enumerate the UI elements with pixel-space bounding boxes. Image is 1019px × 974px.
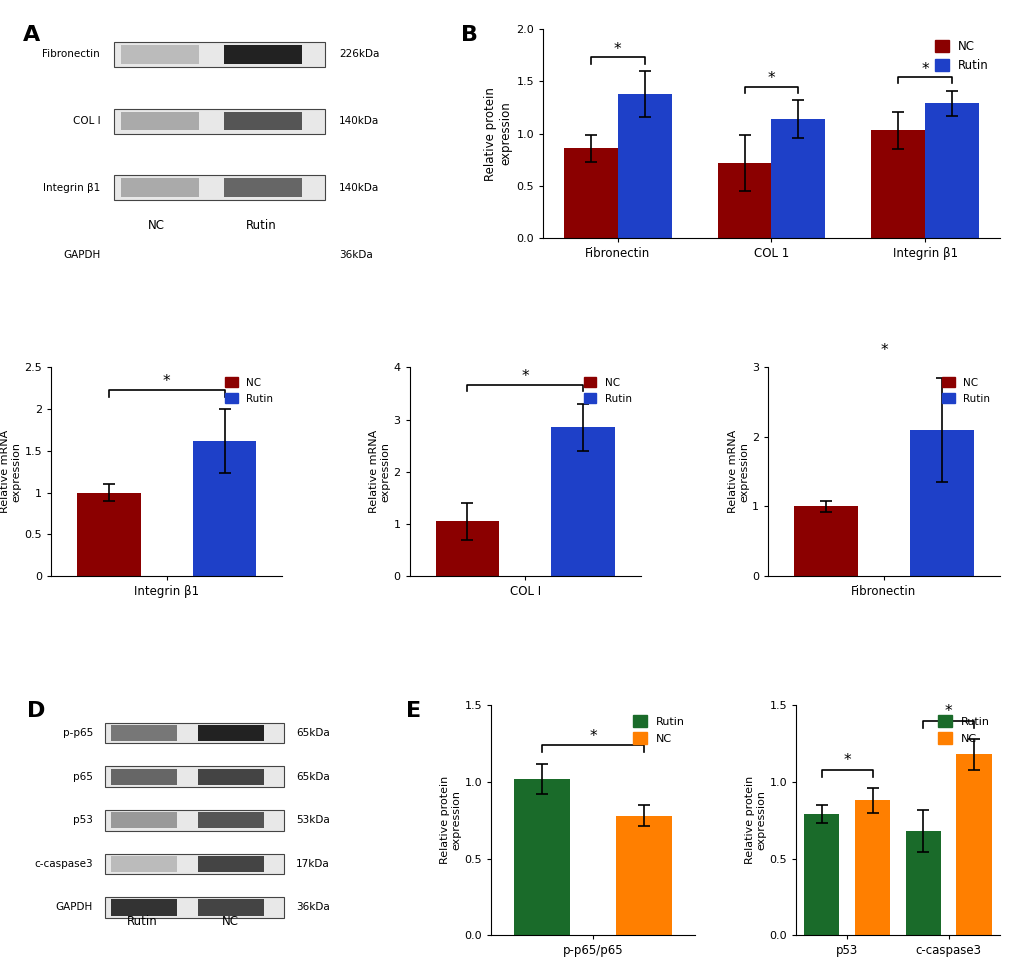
Bar bbox=[770, 119, 824, 238]
Bar bbox=[223, 178, 302, 197]
Bar bbox=[198, 899, 264, 916]
Bar bbox=[111, 725, 177, 741]
Bar bbox=[114, 42, 324, 67]
Y-axis label: Relative protein
expression: Relative protein expression bbox=[484, 87, 512, 180]
Bar bbox=[717, 163, 770, 238]
Bar bbox=[198, 812, 264, 828]
Bar bbox=[105, 810, 284, 831]
Bar bbox=[121, 45, 199, 63]
Bar bbox=[198, 768, 264, 785]
Y-axis label: Relative mRNA
expression: Relative mRNA expression bbox=[369, 431, 390, 513]
Bar bbox=[77, 493, 141, 576]
Bar bbox=[223, 112, 302, 131]
Legend: Rutin, NC: Rutin, NC bbox=[933, 711, 994, 748]
Legend: Rutin, NC: Rutin, NC bbox=[629, 711, 689, 748]
Text: B: B bbox=[461, 25, 478, 45]
Bar bbox=[105, 723, 284, 743]
Text: *: * bbox=[589, 729, 596, 744]
Bar bbox=[111, 768, 177, 785]
Bar bbox=[121, 112, 199, 131]
Bar bbox=[111, 812, 177, 828]
Text: p-p65: p-p65 bbox=[62, 728, 93, 738]
Bar bbox=[223, 245, 302, 264]
Legend: NC, Rutin: NC, Rutin bbox=[221, 372, 277, 408]
Bar bbox=[193, 441, 256, 576]
Text: c-caspase3: c-caspase3 bbox=[35, 859, 93, 869]
Text: 65kDa: 65kDa bbox=[296, 771, 329, 781]
Bar bbox=[198, 725, 264, 741]
Bar bbox=[223, 45, 302, 63]
Text: 36kDa: 36kDa bbox=[338, 249, 372, 260]
Text: *: * bbox=[879, 343, 887, 357]
Text: 65kDa: 65kDa bbox=[296, 728, 329, 738]
Bar bbox=[905, 831, 941, 935]
Text: Integrin β1: Integrin β1 bbox=[43, 183, 100, 193]
Bar bbox=[114, 243, 324, 267]
Text: *: * bbox=[521, 369, 529, 384]
Text: GAPDH: GAPDH bbox=[56, 903, 93, 913]
Bar bbox=[564, 148, 618, 238]
Bar bbox=[924, 103, 978, 238]
Bar bbox=[114, 108, 324, 133]
Text: NC: NC bbox=[222, 916, 238, 928]
Text: p53: p53 bbox=[73, 815, 93, 825]
Text: 140kDa: 140kDa bbox=[338, 183, 379, 193]
Y-axis label: Relative protein
expression: Relative protein expression bbox=[745, 776, 766, 864]
Bar bbox=[105, 853, 284, 875]
Bar bbox=[618, 94, 671, 238]
Text: NC: NC bbox=[148, 219, 165, 232]
Y-axis label: Relative protein
expression: Relative protein expression bbox=[440, 776, 462, 864]
Bar bbox=[909, 430, 972, 576]
Bar bbox=[105, 897, 284, 918]
Bar bbox=[111, 899, 177, 916]
Bar bbox=[121, 178, 199, 197]
Bar bbox=[198, 856, 264, 872]
Text: p65: p65 bbox=[73, 771, 93, 781]
Bar bbox=[105, 767, 284, 787]
Text: COL I: COL I bbox=[72, 116, 100, 126]
Text: *: * bbox=[613, 42, 621, 56]
Y-axis label: Relative mRNA
expression: Relative mRNA expression bbox=[727, 431, 749, 513]
Bar bbox=[854, 801, 890, 935]
Text: 226kDa: 226kDa bbox=[338, 50, 379, 59]
Text: GAPDH: GAPDH bbox=[63, 249, 100, 260]
Legend: NC, Rutin: NC, Rutin bbox=[929, 35, 993, 77]
Bar bbox=[114, 175, 324, 201]
Text: *: * bbox=[920, 61, 928, 77]
Y-axis label: Relative mRNA
expression: Relative mRNA expression bbox=[0, 431, 21, 513]
Text: A: A bbox=[22, 25, 40, 45]
Text: D: D bbox=[28, 701, 46, 721]
Bar bbox=[435, 521, 498, 576]
Bar bbox=[794, 506, 857, 576]
Text: E: E bbox=[406, 701, 421, 721]
Text: Rutin: Rutin bbox=[246, 219, 277, 232]
Legend: NC, Rutin: NC, Rutin bbox=[579, 372, 635, 408]
Text: 17kDa: 17kDa bbox=[296, 859, 329, 869]
Text: 53kDa: 53kDa bbox=[296, 815, 329, 825]
Text: Rutin: Rutin bbox=[127, 916, 158, 928]
Bar bbox=[870, 131, 924, 238]
Bar bbox=[514, 779, 570, 935]
Text: Fibronectin: Fibronectin bbox=[43, 50, 100, 59]
Text: *: * bbox=[767, 71, 774, 86]
Text: *: * bbox=[163, 374, 170, 389]
Text: 140kDa: 140kDa bbox=[338, 116, 379, 126]
Bar bbox=[956, 755, 991, 935]
Bar bbox=[111, 856, 177, 872]
Text: *: * bbox=[944, 704, 952, 720]
Legend: NC, Rutin: NC, Rutin bbox=[937, 372, 994, 408]
Text: 36kDa: 36kDa bbox=[296, 903, 329, 913]
Bar bbox=[803, 814, 839, 935]
Bar bbox=[615, 815, 672, 935]
Bar bbox=[551, 428, 614, 576]
Bar bbox=[121, 245, 199, 264]
Text: *: * bbox=[843, 753, 850, 768]
